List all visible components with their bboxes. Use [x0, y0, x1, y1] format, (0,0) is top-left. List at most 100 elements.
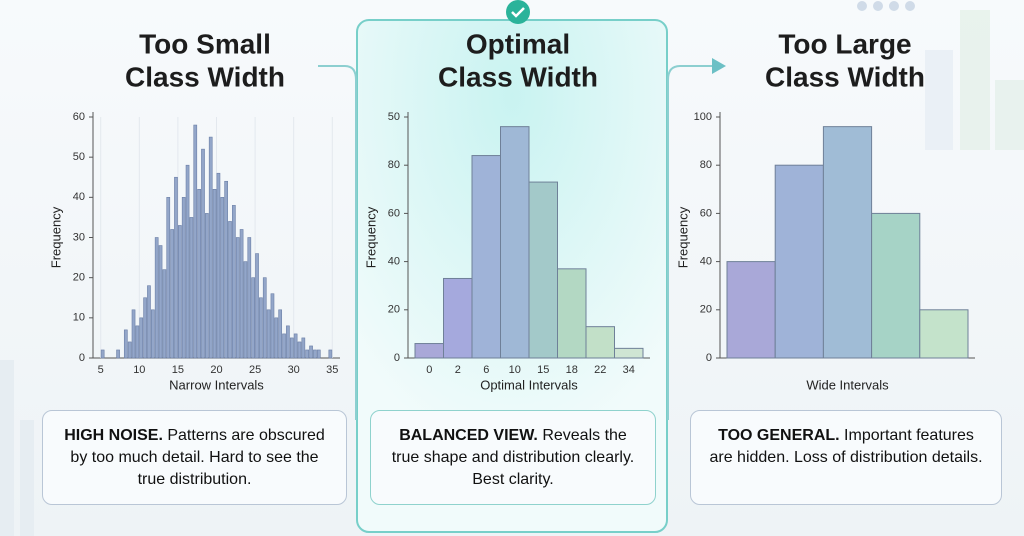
bar [208, 136, 213, 359]
chart-title: Too Large [778, 28, 911, 59]
bar [127, 341, 132, 359]
arrow-head [712, 58, 726, 74]
chart-title: Class Width [438, 61, 598, 92]
x-tick-label: 34 [623, 364, 635, 376]
y-tick-label: 80 [388, 159, 400, 171]
y-axis-label: Frequency [363, 206, 378, 268]
y-tick-label: 0 [79, 352, 85, 364]
bar [116, 349, 120, 359]
x-tick-label: 15 [537, 364, 549, 376]
bar [251, 277, 255, 359]
bar [243, 261, 248, 359]
chart-title: Too Small [139, 28, 271, 59]
bar [123, 329, 128, 359]
y-axis-label: Frequency [48, 206, 63, 268]
bar [216, 172, 221, 359]
bar [414, 343, 444, 359]
x-tick-label: 6 [483, 364, 489, 376]
bar [247, 237, 252, 359]
bar [822, 126, 873, 359]
bar [147, 285, 151, 359]
x-tick-label: 20 [210, 364, 222, 376]
caption-lead: TOO GENERAL. [718, 427, 840, 444]
bar [135, 325, 140, 359]
bar [774, 164, 824, 359]
decor [857, 1, 867, 11]
x-tick-label: 30 [288, 364, 300, 376]
y-tick-label: 40 [388, 256, 400, 268]
y-tick-label: 0 [706, 352, 712, 364]
bar [293, 333, 298, 359]
x-axis-label: Wide Intervals [806, 377, 889, 392]
caption-text: Important features are hidden. Loss of d… [709, 427, 983, 466]
bar [235, 237, 240, 359]
bar [239, 229, 244, 359]
x-tick-label: 35 [326, 364, 338, 376]
y-tick-label: 60 [73, 111, 85, 123]
x-axis-label: Optimal Intervals [480, 377, 578, 392]
bar [919, 309, 969, 359]
bar [185, 164, 190, 359]
caption-text: Patterns are obscured by too much detail… [70, 427, 325, 488]
bar [224, 180, 228, 359]
x-tick-label: 10 [509, 364, 521, 376]
chart-title: Class Width [125, 61, 285, 92]
y-tick-label: 60 [388, 207, 400, 219]
bar [131, 309, 136, 359]
bar [289, 337, 294, 359]
bar [220, 197, 225, 359]
bar [266, 309, 271, 359]
bar [201, 148, 205, 359]
x-tick-label: 25 [249, 364, 261, 376]
y-tick-label: 20 [388, 304, 400, 316]
bar [154, 237, 159, 359]
bar [228, 221, 232, 359]
decor [889, 1, 899, 11]
bar [282, 333, 286, 359]
bar [500, 126, 530, 359]
decor [995, 80, 1024, 150]
y-tick-label: 80 [700, 159, 712, 171]
bar [528, 181, 558, 359]
caption-box: BALANCED VIEW. Reveals the true shape an… [370, 410, 656, 505]
bar [174, 176, 178, 359]
bar [328, 349, 333, 359]
x-tick-label: 18 [566, 364, 578, 376]
bar [166, 197, 171, 359]
decor [20, 420, 34, 536]
check-icon [506, 0, 530, 24]
caption-text: Reveals the true shape and distribution … [391, 427, 635, 488]
bar [309, 345, 313, 359]
chart-title: Class Width [765, 61, 925, 92]
bar [255, 253, 259, 359]
y-tick-label: 100 [694, 111, 712, 123]
x-tick-label: 0 [426, 364, 432, 376]
bar [316, 349, 321, 359]
y-tick-label: 30 [73, 231, 85, 243]
bar [197, 189, 201, 359]
caption-box: HIGH NOISE. Patterns are obscured by too… [42, 410, 347, 505]
bar [193, 124, 198, 359]
y-tick-label: 60 [700, 207, 712, 219]
bar [212, 189, 217, 359]
bar [726, 261, 776, 359]
y-tick-label: 20 [73, 272, 85, 284]
bar [262, 277, 267, 359]
x-tick-label: 5 [98, 364, 104, 376]
bar [297, 341, 302, 359]
y-tick-label: 20 [700, 304, 712, 316]
y-tick-label: 50 [388, 111, 400, 123]
bar [278, 309, 283, 359]
bar [158, 245, 163, 359]
bar [443, 277, 473, 359]
y-tick-label: 0 [394, 352, 400, 364]
bar [181, 197, 186, 359]
x-tick-label: 15 [172, 364, 184, 376]
y-axis-label: Frequency [675, 206, 690, 268]
bar [471, 155, 501, 359]
decor [960, 10, 990, 150]
bar [871, 212, 921, 359]
caption-lead: BALANCED VIEW. [399, 427, 538, 444]
y-tick-label: 10 [73, 312, 85, 324]
